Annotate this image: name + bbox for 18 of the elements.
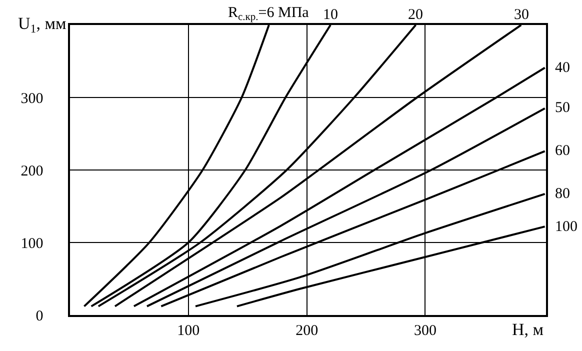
x-tick-label: 200	[296, 322, 318, 339]
x-tick-label: 100	[177, 322, 200, 339]
series-label: 80	[555, 186, 570, 202]
series-label: 100	[555, 219, 578, 235]
y-axis-title: U$_{1}$, мм	[18, 14, 66, 36]
y-tick-label: 100	[20, 236, 44, 252]
series-label: 30	[514, 7, 529, 23]
series-label: 10	[323, 7, 338, 23]
series-label: R$_{с.кр.}$=6 МПа	[228, 5, 310, 24]
x-tick-label: 300	[414, 322, 436, 339]
series-label: 50	[555, 100, 570, 116]
series-label: 40	[555, 60, 570, 76]
x-axis-title: H, м	[512, 320, 544, 339]
series-label: 60	[555, 143, 570, 159]
y-tick-label: 200	[20, 163, 44, 180]
y-tick-label: 300	[20, 90, 44, 107]
y-tick-label: 0	[36, 308, 44, 324]
series-label: 20	[408, 7, 423, 23]
